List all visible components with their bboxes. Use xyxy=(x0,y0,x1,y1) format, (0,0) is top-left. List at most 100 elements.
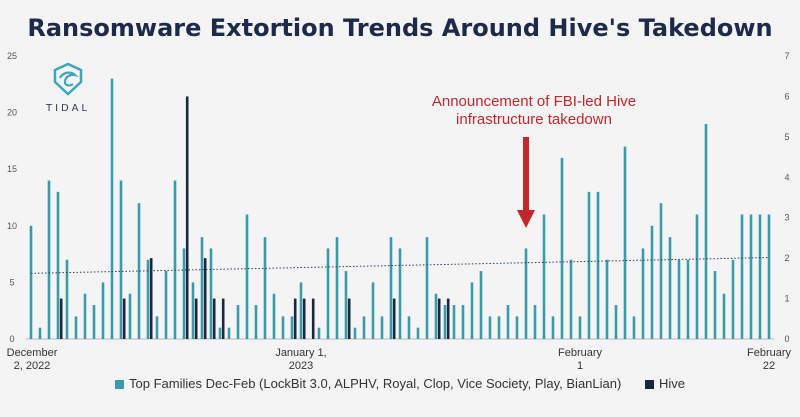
bar-hive xyxy=(122,298,126,339)
bar-top-families xyxy=(65,259,69,339)
bar-top-families xyxy=(551,316,555,339)
bar-top-families xyxy=(74,316,78,339)
bar-top-families xyxy=(722,293,726,339)
annotation-text: infrastructure takedown xyxy=(456,111,612,128)
bar-top-families xyxy=(542,214,546,339)
bar-top-families xyxy=(371,282,375,339)
bar-top-families xyxy=(317,327,321,339)
bar-top-families xyxy=(101,282,105,339)
bar-top-families xyxy=(758,214,762,339)
bar-hive xyxy=(59,298,63,339)
bar-top-families xyxy=(434,293,438,339)
bar-top-families xyxy=(326,248,330,339)
bar-top-families xyxy=(119,180,123,339)
bar-top-families xyxy=(731,259,735,339)
bar-top-families xyxy=(479,271,483,339)
bar-hive xyxy=(302,298,306,339)
legend-item-top-families: Top Families Dec-Feb (LockBit 3.0, ALPHV… xyxy=(115,376,621,391)
bar-top-families xyxy=(461,305,465,339)
bar-top-families xyxy=(299,282,303,339)
bar-top-families xyxy=(443,305,447,339)
x-tick-label: January 1, xyxy=(275,347,326,359)
x-tick-label: December xyxy=(7,347,58,359)
bar-top-families xyxy=(110,78,114,339)
bar-top-families xyxy=(614,305,618,339)
bar-top-families xyxy=(749,214,753,339)
bar-hive xyxy=(194,298,198,339)
y-left-tick-label: 25 xyxy=(7,51,17,61)
bar-top-families xyxy=(533,305,537,339)
bar-top-families xyxy=(245,214,249,339)
bar-top-families xyxy=(497,316,501,339)
bar-top-families xyxy=(263,237,267,339)
bar-top-families xyxy=(488,316,492,339)
bar-top-families xyxy=(353,327,357,339)
y-right-tick-label: 7 xyxy=(784,51,789,61)
bar-top-families xyxy=(281,316,285,339)
x-tick-label: 22 xyxy=(763,360,775,372)
x-tick-label: February xyxy=(747,347,792,359)
bar-top-families xyxy=(155,316,159,339)
bar-top-families xyxy=(380,316,384,339)
bar-hive xyxy=(149,258,153,339)
bar-top-families xyxy=(668,237,672,339)
y-left-tick-label: 5 xyxy=(9,277,14,287)
bar-top-families xyxy=(191,282,195,339)
bar-top-families xyxy=(578,316,582,339)
x-tick-label: 1 xyxy=(577,360,583,372)
legend-item-hive: Hive xyxy=(644,376,685,391)
bar-top-families xyxy=(92,305,96,339)
bar-top-families xyxy=(452,305,456,339)
bar-top-families xyxy=(56,191,60,339)
bar-top-families xyxy=(659,203,663,339)
bar-top-families xyxy=(146,259,150,339)
bar-top-families xyxy=(389,237,393,339)
x-tick-label: February xyxy=(558,347,603,359)
bar-top-families xyxy=(227,327,231,339)
bar-hive xyxy=(392,298,396,339)
bar-top-families xyxy=(641,248,645,339)
annotation-arrow-head xyxy=(517,210,535,228)
bar-top-families xyxy=(38,327,42,339)
bar-top-families xyxy=(47,180,51,339)
bar-top-families xyxy=(272,293,276,339)
bar-top-families xyxy=(596,191,600,339)
legend-swatch-hive xyxy=(644,380,654,389)
bar-top-families xyxy=(83,293,87,339)
x-tick-label: 2023 xyxy=(289,360,313,372)
bar-hive xyxy=(446,298,450,339)
bar-top-families xyxy=(200,237,204,339)
x-tick-label: 2, 2022 xyxy=(14,360,51,372)
bar-top-families xyxy=(587,191,591,339)
chart-title: Ransomware Extortion Trends Around Hive'… xyxy=(27,14,773,42)
y-right-tick-label: 3 xyxy=(784,213,789,223)
legend-label-top-families: Top Families Dec-Feb (LockBit 3.0, ALPHV… xyxy=(129,376,622,391)
bar-top-families xyxy=(182,248,186,339)
bar-top-families xyxy=(623,146,627,339)
bar-top-families xyxy=(767,214,771,339)
bar-top-families xyxy=(290,316,294,339)
bar-top-families xyxy=(29,225,33,339)
bar-top-families xyxy=(398,248,402,339)
bar-top-families xyxy=(218,327,222,339)
y-right-tick-label: 0 xyxy=(784,334,789,344)
y-right-tick-label: 5 xyxy=(784,132,789,142)
y-right-tick-label: 2 xyxy=(784,253,789,263)
bar-hive xyxy=(293,298,297,339)
annotation-arrow-shaft xyxy=(523,137,529,213)
bar-hive xyxy=(185,96,189,339)
y-right-tick-label: 6 xyxy=(784,91,789,101)
bar-top-families xyxy=(254,305,258,339)
bar-top-families xyxy=(128,293,132,339)
y-left-tick-label: 10 xyxy=(7,221,17,231)
annotation-text: Announcement of FBI-led Hive xyxy=(432,93,636,110)
bar-top-families xyxy=(164,271,168,339)
y-left-tick-label: 15 xyxy=(7,164,17,174)
y-left-tick-label: 0 xyxy=(9,334,14,344)
bar-hive xyxy=(203,258,207,339)
trendline xyxy=(30,256,770,274)
bar-top-families xyxy=(137,203,141,339)
legend-swatch-top-families xyxy=(115,380,125,389)
bar-top-families xyxy=(407,316,411,339)
bar-top-families xyxy=(650,225,654,339)
